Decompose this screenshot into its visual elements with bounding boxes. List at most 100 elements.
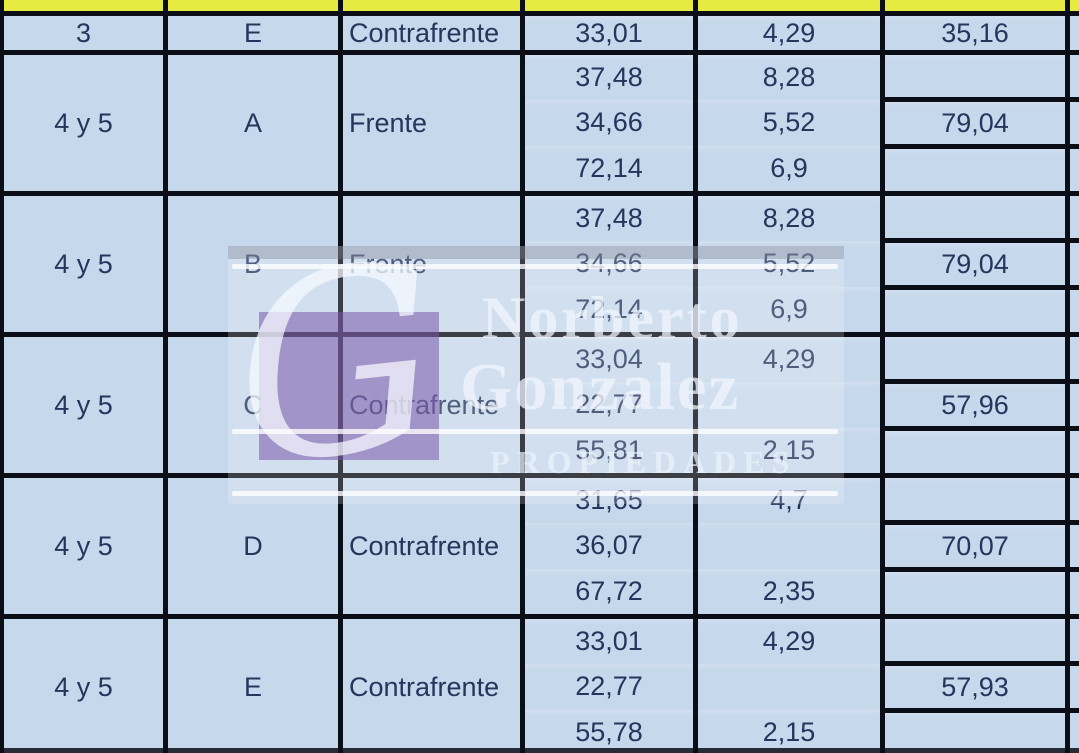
table-row: 4 y 5 E Contrafrente 33,01 22,77 55,78 4,29 2,1…	[4, 619, 1079, 753]
cell-unit: D	[168, 478, 343, 614]
cell-edge-spacer	[1070, 97, 1079, 144]
cell-edge-spacer	[1070, 144, 1079, 191]
cell-balcony-area: 4,29	[698, 337, 880, 382]
cell-total-spacer	[885, 285, 1065, 332]
table-row: 4 y 5 B Frente 37,48 34,66 72,14 8,28 5,52 6,9 79…	[4, 196, 1079, 337]
cell-edge-spacer	[1070, 379, 1079, 426]
column-balcony-area: 4,29 2,15	[698, 619, 885, 753]
cell-covered-area: 55,81	[525, 428, 693, 473]
header-cell-remnant	[1070, 0, 1079, 11]
cell-floor: 4 y 5	[4, 337, 168, 473]
header-cell-remnant	[525, 0, 698, 11]
column-total-area: 70,07	[885, 478, 1070, 614]
cell-total-spacer	[885, 144, 1065, 191]
cell-covered-area: 72,14	[525, 146, 693, 191]
header-cell-remnant	[698, 0, 885, 11]
cell-total-spacer	[885, 567, 1065, 614]
cell-floor: 4 y 5	[4, 196, 168, 332]
cell-edge-spacer	[1070, 478, 1079, 520]
cell-edge-spacer	[1070, 55, 1079, 97]
cell-edge-spacer	[1070, 196, 1079, 238]
cell-orientation: Contrafrente	[343, 16, 525, 50]
cell-covered-area: 67,72	[525, 569, 693, 614]
column-covered-area: 33,01 22,77 55,78	[525, 619, 698, 753]
column-edge	[1070, 55, 1079, 191]
cell-covered-area: 22,77	[525, 382, 693, 427]
cell-floor: 4 y 5	[4, 478, 168, 614]
cell-floor: 4 y 5	[4, 619, 168, 753]
cell-total-spacer	[885, 708, 1065, 753]
cell-balcony-area: 5,52	[698, 100, 880, 145]
header-cell-remnant	[168, 0, 343, 11]
cell-balcony-area: 2,35	[698, 569, 880, 614]
cell-edge-spacer	[1070, 661, 1079, 708]
column-edge	[1070, 478, 1079, 614]
header-row-remnant	[4, 0, 1079, 16]
cell-covered-area: 55,78	[525, 710, 693, 753]
cell-covered-area: 34,66	[525, 241, 693, 286]
column-edge	[1070, 337, 1079, 473]
cell-unit: A	[168, 55, 343, 191]
cell-covered-area: 33,01	[525, 619, 693, 664]
cell-covered-area: 37,48	[525, 55, 693, 100]
cell-balcony-area	[698, 664, 880, 709]
cell-covered-area: 22,77	[525, 664, 693, 709]
column-total-area: 57,93	[885, 619, 1070, 753]
column-total-area: 57,96	[885, 337, 1070, 473]
cell-balcony-area: 2,15	[698, 710, 880, 753]
table-body: 3 E Contrafrente 33,01 4,29 35,16 4 y 5 A Frente…	[4, 16, 1079, 753]
cell-orientation: Contrafrente	[343, 337, 525, 473]
column-balcony-area: 4,7 2,35	[698, 478, 885, 614]
cell-total-spacer	[885, 196, 1065, 238]
cell-edge-spacer	[1070, 16, 1079, 50]
cell-balcony-area: 8,28	[698, 196, 880, 241]
cell-total-spacer	[885, 337, 1065, 379]
cell-covered-area: 33,04	[525, 337, 693, 382]
cell-edge-spacer	[1070, 426, 1079, 473]
cell-total-area: 35,16	[885, 16, 1065, 50]
cell-covered-area: 72,14	[525, 287, 693, 332]
cell-total-area: 57,93	[885, 661, 1065, 708]
cell-balcony-area: 8,28	[698, 55, 880, 100]
cell-unit: E	[168, 619, 343, 753]
cell-edge-spacer	[1070, 285, 1079, 332]
cell-balcony-area: 4,7	[698, 478, 880, 523]
cell-balcony-area: 4,29	[698, 16, 880, 50]
header-cell-remnant	[4, 0, 168, 11]
header-cell-remnant	[343, 0, 525, 11]
cell-edge-spacer	[1070, 619, 1079, 661]
cell-total-spacer	[885, 426, 1065, 473]
cell-balcony-area: 4,29	[698, 619, 880, 664]
cell-edge-spacer	[1070, 567, 1079, 614]
cell-balcony-area: 2,15	[698, 428, 880, 473]
cell-total-spacer	[885, 478, 1065, 520]
table-row: 4 y 5 A Frente 37,48 34,66 72,14 8,28 5,52 6,9 79…	[4, 55, 1079, 196]
column-balcony-area: 8,28 5,52 6,9	[698, 196, 885, 332]
cell-floor: 4 y 5	[4, 55, 168, 191]
cell-unit: E	[168, 16, 343, 50]
column-balcony-area: 4,29 2,15	[698, 337, 885, 473]
column-balcony-area: 4,29	[698, 16, 885, 50]
column-covered-area: 37,48 34,66 72,14	[525, 55, 698, 191]
column-edge	[1070, 619, 1079, 753]
cell-unit: B	[168, 196, 343, 332]
cell-total-area: 79,04	[885, 97, 1065, 144]
cell-total-spacer	[885, 55, 1065, 97]
column-covered-area: 33,04 22,77 55,81	[525, 337, 698, 473]
cell-balcony-area: 5,52	[698, 241, 880, 286]
cell-covered-area: 34,66	[525, 100, 693, 145]
cell-orientation: Frente	[343, 55, 525, 191]
table-row: 3 E Contrafrente 33,01 4,29 35,16	[4, 16, 1079, 55]
column-covered-area: 37,48 34,66 72,14	[525, 196, 698, 332]
cell-floor: 3	[4, 16, 168, 50]
column-covered-area: 31,65 36,07 67,72	[525, 478, 698, 614]
cell-edge-spacer	[1070, 708, 1079, 753]
column-balcony-area: 8,28 5,52 6,9	[698, 55, 885, 191]
column-edge	[1070, 196, 1079, 332]
cell-covered-area: 33,01	[525, 16, 693, 50]
cell-edge-spacer	[1070, 520, 1079, 567]
cell-total-area: 57,96	[885, 379, 1065, 426]
cell-balcony-area	[698, 382, 880, 427]
column-covered-area: 33,01	[525, 16, 698, 50]
